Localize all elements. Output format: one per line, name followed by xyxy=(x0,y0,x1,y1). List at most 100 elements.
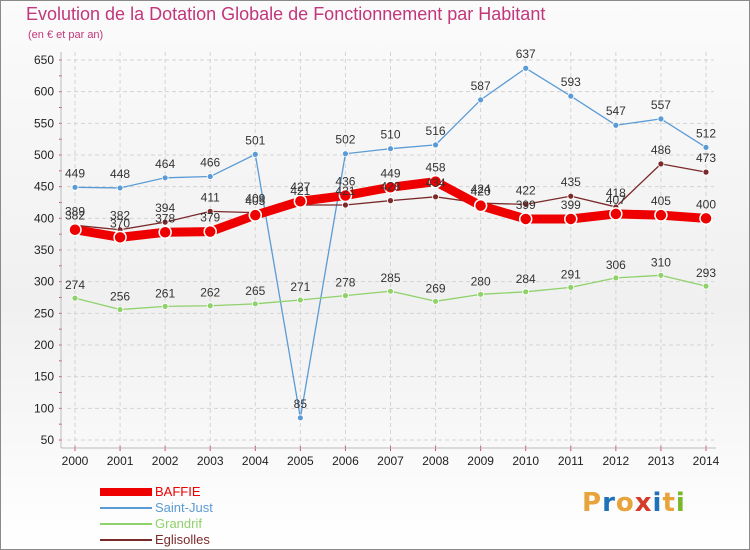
data-point-grandrif xyxy=(206,302,214,310)
data-point-grandrif xyxy=(702,282,710,290)
data-label-baffie: 436 xyxy=(335,175,355,189)
legend-label-eglisolles: Eglisolles xyxy=(155,532,210,547)
data-label-eglisolles: 409 xyxy=(245,192,265,206)
data-label-baffie: 405 xyxy=(245,194,265,208)
data-label-grandrif: 278 xyxy=(335,276,355,290)
x-tick-label: 2004 xyxy=(242,454,269,468)
x-tick-label: 2014 xyxy=(693,454,720,468)
data-point-grandrif xyxy=(296,296,304,304)
data-label-eglisolles: 434 xyxy=(426,176,446,190)
data-label-saint-just: 637 xyxy=(516,47,536,61)
data-point-baffie xyxy=(203,224,217,239)
data-label-grandrif: 274 xyxy=(65,278,85,292)
data-point-baffie xyxy=(654,208,668,222)
data-label-grandrif: 310 xyxy=(651,255,671,269)
data-point-saint-just xyxy=(432,141,439,149)
data-point-saint-just xyxy=(296,414,304,422)
logo-letter: r xyxy=(602,488,616,518)
data-point-baffie xyxy=(473,198,488,213)
logo-letter: i xyxy=(652,488,663,518)
logo-letter: P xyxy=(582,488,603,518)
data-label-eglisolles: 422 xyxy=(516,183,536,197)
y-tick-label: 650 xyxy=(34,53,54,67)
data-label-baffie: 449 xyxy=(380,166,400,180)
data-label-eglisolles: 421 xyxy=(290,184,310,198)
data-label-grandrif: 265 xyxy=(245,284,265,298)
data-point-grandrif xyxy=(567,283,575,291)
data-label-baffie: 379 xyxy=(200,211,220,225)
data-label-eglisolles: 382 xyxy=(110,209,130,223)
data-point-grandrif xyxy=(522,288,530,296)
legend-label-baffie: BAFFIE xyxy=(155,484,201,499)
data-point-saint-just xyxy=(657,115,665,123)
x-tick-label: 2012 xyxy=(603,454,630,468)
data-label-baffie: 399 xyxy=(516,198,536,212)
data-label-baffie: 458 xyxy=(426,161,446,175)
data-label-grandrif: 306 xyxy=(606,258,626,272)
data-label-baffie: 405 xyxy=(651,194,671,208)
data-label-baffie: 407 xyxy=(606,193,626,207)
legend-swatch-baffie xyxy=(100,488,152,496)
x-tick-label: 2007 xyxy=(377,454,404,468)
data-point-saint-just xyxy=(116,184,124,192)
legend-item-grandrif: Grandrif xyxy=(100,516,300,532)
chart-subtitle: (en € et par an) xyxy=(28,29,104,41)
data-point-eglisolles xyxy=(206,207,214,215)
legend-item-baffie: BAFFIE xyxy=(100,484,300,500)
data-point-saint-just xyxy=(71,183,79,191)
series-layer xyxy=(68,64,713,422)
data-label-saint-just: 547 xyxy=(606,104,626,118)
data-point-baffie xyxy=(248,208,263,222)
proxiti-logo: Proxiti xyxy=(582,488,686,518)
data-label-grandrif: 262 xyxy=(200,286,220,300)
data-label-eglisolles: 421 xyxy=(335,184,355,198)
data-label-grandrif: 285 xyxy=(380,271,400,285)
data-label-grandrif: 269 xyxy=(426,281,446,295)
data-label-saint-just: 502 xyxy=(335,133,355,147)
logo-letter: x xyxy=(634,488,653,518)
data-label-saint-just: 464 xyxy=(155,157,175,171)
data-point-saint-just xyxy=(522,64,530,72)
data-label-baffie: 400 xyxy=(696,197,716,211)
logo-letter: t xyxy=(662,488,676,518)
data-label-baffie: 382 xyxy=(65,209,85,223)
x-tick-label: 2008 xyxy=(422,454,449,468)
data-label-saint-just: 448 xyxy=(110,167,130,181)
data-point-grandrif xyxy=(432,297,439,305)
data-point-saint-just xyxy=(567,92,575,100)
data-point-baffie xyxy=(338,188,353,203)
legend-item-eglisolles: Eglisolles xyxy=(100,532,300,548)
data-point-baffie xyxy=(699,211,713,226)
data-point-baffie xyxy=(68,222,82,237)
data-label-eglisolles: 486 xyxy=(651,143,671,157)
legend-swatch-eglisolles xyxy=(100,539,152,541)
data-point-saint-just xyxy=(251,150,259,158)
data-point-grandrif xyxy=(116,306,124,313)
data-point-baffie xyxy=(518,212,533,226)
y-tick-label: 300 xyxy=(34,275,54,289)
data-point-saint-just xyxy=(161,174,169,182)
x-tick-label: 2001 xyxy=(107,454,134,468)
data-label-eglisolles: 424 xyxy=(471,182,491,196)
x-tick-label: 2000 xyxy=(62,454,89,468)
y-tick-label: 100 xyxy=(34,401,54,415)
x-tick-label: 2013 xyxy=(648,454,675,468)
data-point-eglisolles xyxy=(342,201,349,209)
data-label-eglisolles: 394 xyxy=(155,201,175,215)
data-point-eglisolles xyxy=(432,193,439,201)
y-tick-label: 450 xyxy=(34,180,54,194)
data-label-baffie: 378 xyxy=(155,211,175,225)
y-tick-label: 50 xyxy=(41,433,55,447)
legend: BAFFIE Saint-Just Grandrif Eglisolles xyxy=(100,484,300,548)
data-point-saint-just xyxy=(477,96,485,104)
y-tick-label: 250 xyxy=(34,306,54,320)
data-label-eglisolles: 389 xyxy=(65,204,85,218)
chart-title: Evolution de la Dotation Globale de Fonc… xyxy=(26,4,546,24)
y-tick-label: 200 xyxy=(34,338,54,352)
data-point-baffie xyxy=(293,194,308,208)
data-label-saint-just: 512 xyxy=(696,126,716,140)
data-point-grandrif xyxy=(251,300,259,308)
x-tick-label: 2009 xyxy=(467,454,494,468)
data-point-baffie xyxy=(113,230,127,245)
